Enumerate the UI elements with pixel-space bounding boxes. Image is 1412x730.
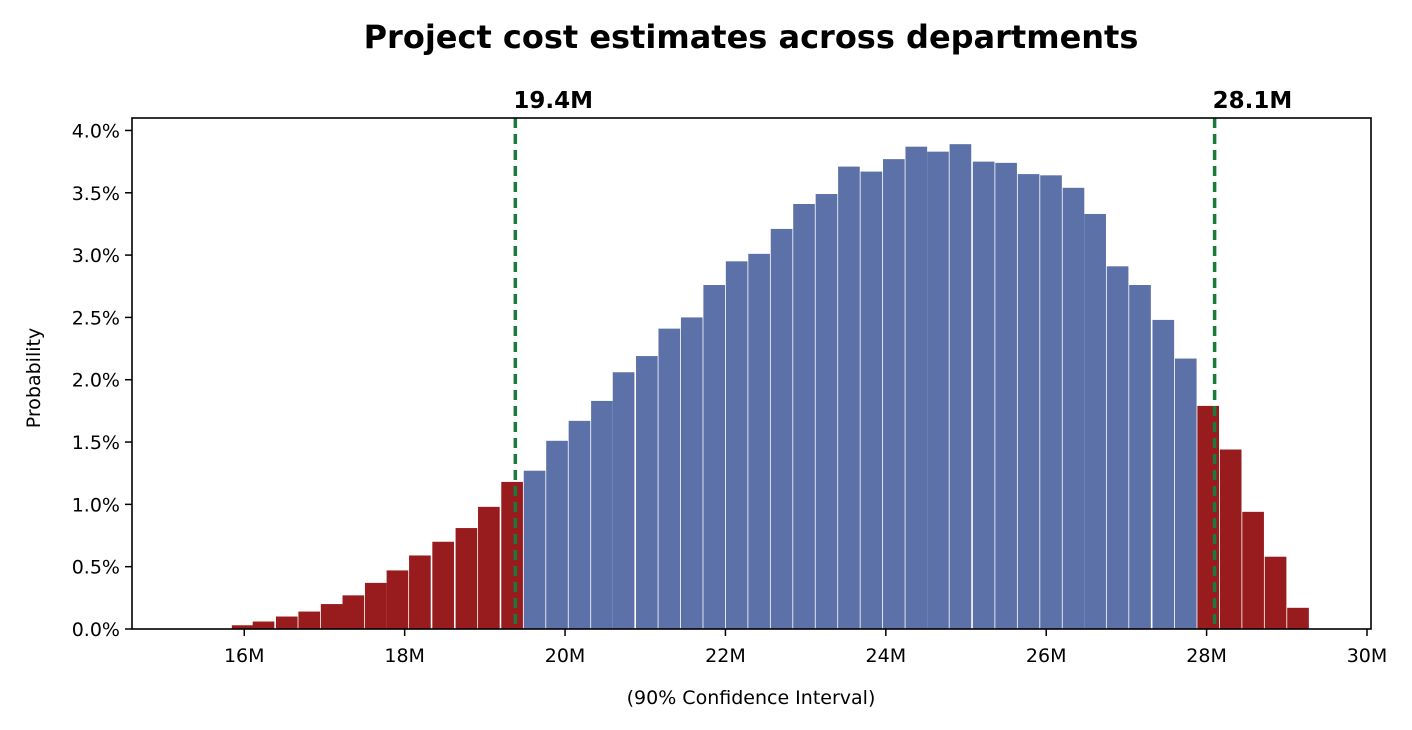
histogram-bar-tail bbox=[231, 625, 254, 629]
histogram-bar bbox=[1106, 266, 1129, 629]
histogram-bar bbox=[546, 440, 568, 629]
histogram-bar bbox=[1084, 213, 1106, 629]
histogram-bar-tail bbox=[409, 555, 431, 629]
y-tick-label: 3.5% bbox=[72, 183, 120, 205]
x-axis-ticks: 16M 18M 20M 22M 24M 26M 28M 30M bbox=[224, 629, 1387, 667]
x-tick-label: 30M bbox=[1347, 645, 1388, 667]
histogram-bar-tail bbox=[342, 595, 365, 629]
histogram-bar bbox=[1040, 175, 1062, 629]
histogram-bar bbox=[591, 400, 613, 629]
histogram-bar-tail bbox=[1287, 607, 1309, 629]
x-tick-label: 24M bbox=[866, 645, 907, 667]
histogram-bar-tail bbox=[432, 541, 454, 629]
histogram-bar bbox=[815, 194, 838, 629]
histogram-bar bbox=[995, 162, 1017, 629]
histogram-bar bbox=[838, 166, 860, 630]
x-tick-label: 18M bbox=[384, 645, 425, 667]
histogram-bar bbox=[883, 159, 905, 629]
histogram-bar bbox=[703, 285, 726, 629]
y-axis-label: Probability bbox=[23, 328, 45, 428]
interval-upper-label: 28.1M bbox=[1213, 88, 1293, 114]
y-tick-label: 4.0% bbox=[72, 120, 120, 142]
histogram-bar-tail bbox=[252, 621, 275, 629]
x-tick-label: 20M bbox=[545, 645, 586, 667]
histogram-bar bbox=[1152, 319, 1175, 629]
histogram-bar-tail bbox=[320, 604, 343, 629]
histogram-bar bbox=[972, 161, 995, 629]
histogram-bar bbox=[568, 420, 591, 629]
histogram-bar-tail bbox=[1264, 556, 1287, 629]
histogram-bar bbox=[1017, 174, 1040, 629]
histogram-bar-tail bbox=[501, 481, 523, 629]
x-tick-label: 22M bbox=[705, 645, 746, 667]
interval-lower-label: 19.4M bbox=[513, 88, 593, 114]
histogram-bar-tail bbox=[298, 611, 321, 629]
histogram-bar bbox=[860, 171, 883, 629]
histogram-bar bbox=[927, 151, 949, 629]
histogram-bar bbox=[1129, 285, 1151, 629]
histogram-bar bbox=[1174, 358, 1197, 629]
y-axis-ticks: 0.0% 0.5% 1.0% 1.5% 2.0% 2.5% 3.0% 3.5% 4.0% bbox=[72, 120, 132, 641]
chart-title: Project cost estimates across department… bbox=[364, 18, 1139, 56]
y-tick-label: 1.5% bbox=[72, 432, 120, 454]
interval-lines: 19.4M 28.1M bbox=[513, 88, 1292, 629]
histogram-bar bbox=[905, 146, 928, 630]
x-axis-label: (90% Confidence Interval) bbox=[627, 687, 876, 709]
histogram-bar bbox=[612, 372, 635, 629]
histogram-bar-tail bbox=[364, 582, 387, 629]
x-tick-label: 28M bbox=[1186, 645, 1227, 667]
histogram-bar bbox=[770, 228, 793, 630]
histogram-bar bbox=[680, 317, 703, 629]
histogram-bar-tail bbox=[478, 506, 500, 629]
y-tick-label: 2.0% bbox=[72, 370, 120, 392]
histogram-bar bbox=[658, 328, 681, 629]
histogram-bar-tail bbox=[1219, 449, 1242, 629]
histogram-bar bbox=[636, 356, 658, 629]
y-tick-label: 3.0% bbox=[72, 245, 120, 267]
x-tick-label: 16M bbox=[224, 645, 265, 667]
histogram-bar-tail bbox=[386, 570, 409, 629]
bars-layer bbox=[231, 144, 1309, 630]
y-tick-label: 1.0% bbox=[72, 494, 120, 516]
histogram-bar bbox=[748, 253, 770, 629]
y-tick-label: 0.5% bbox=[72, 557, 120, 579]
histogram-bar-tail bbox=[1242, 511, 1264, 629]
y-tick-label: 0.0% bbox=[72, 619, 120, 641]
histogram-bar bbox=[725, 261, 748, 629]
histogram-bar bbox=[793, 204, 815, 629]
histogram-bar bbox=[1062, 187, 1085, 630]
histogram-bar bbox=[523, 470, 546, 629]
plot-frame bbox=[131, 117, 1372, 630]
y-tick-label: 2.5% bbox=[72, 307, 120, 329]
histogram-bar-tail bbox=[275, 616, 298, 629]
x-tick-label: 26M bbox=[1026, 645, 1067, 667]
histogram-bar-tail bbox=[455, 528, 478, 629]
histogram-bar bbox=[949, 144, 972, 630]
